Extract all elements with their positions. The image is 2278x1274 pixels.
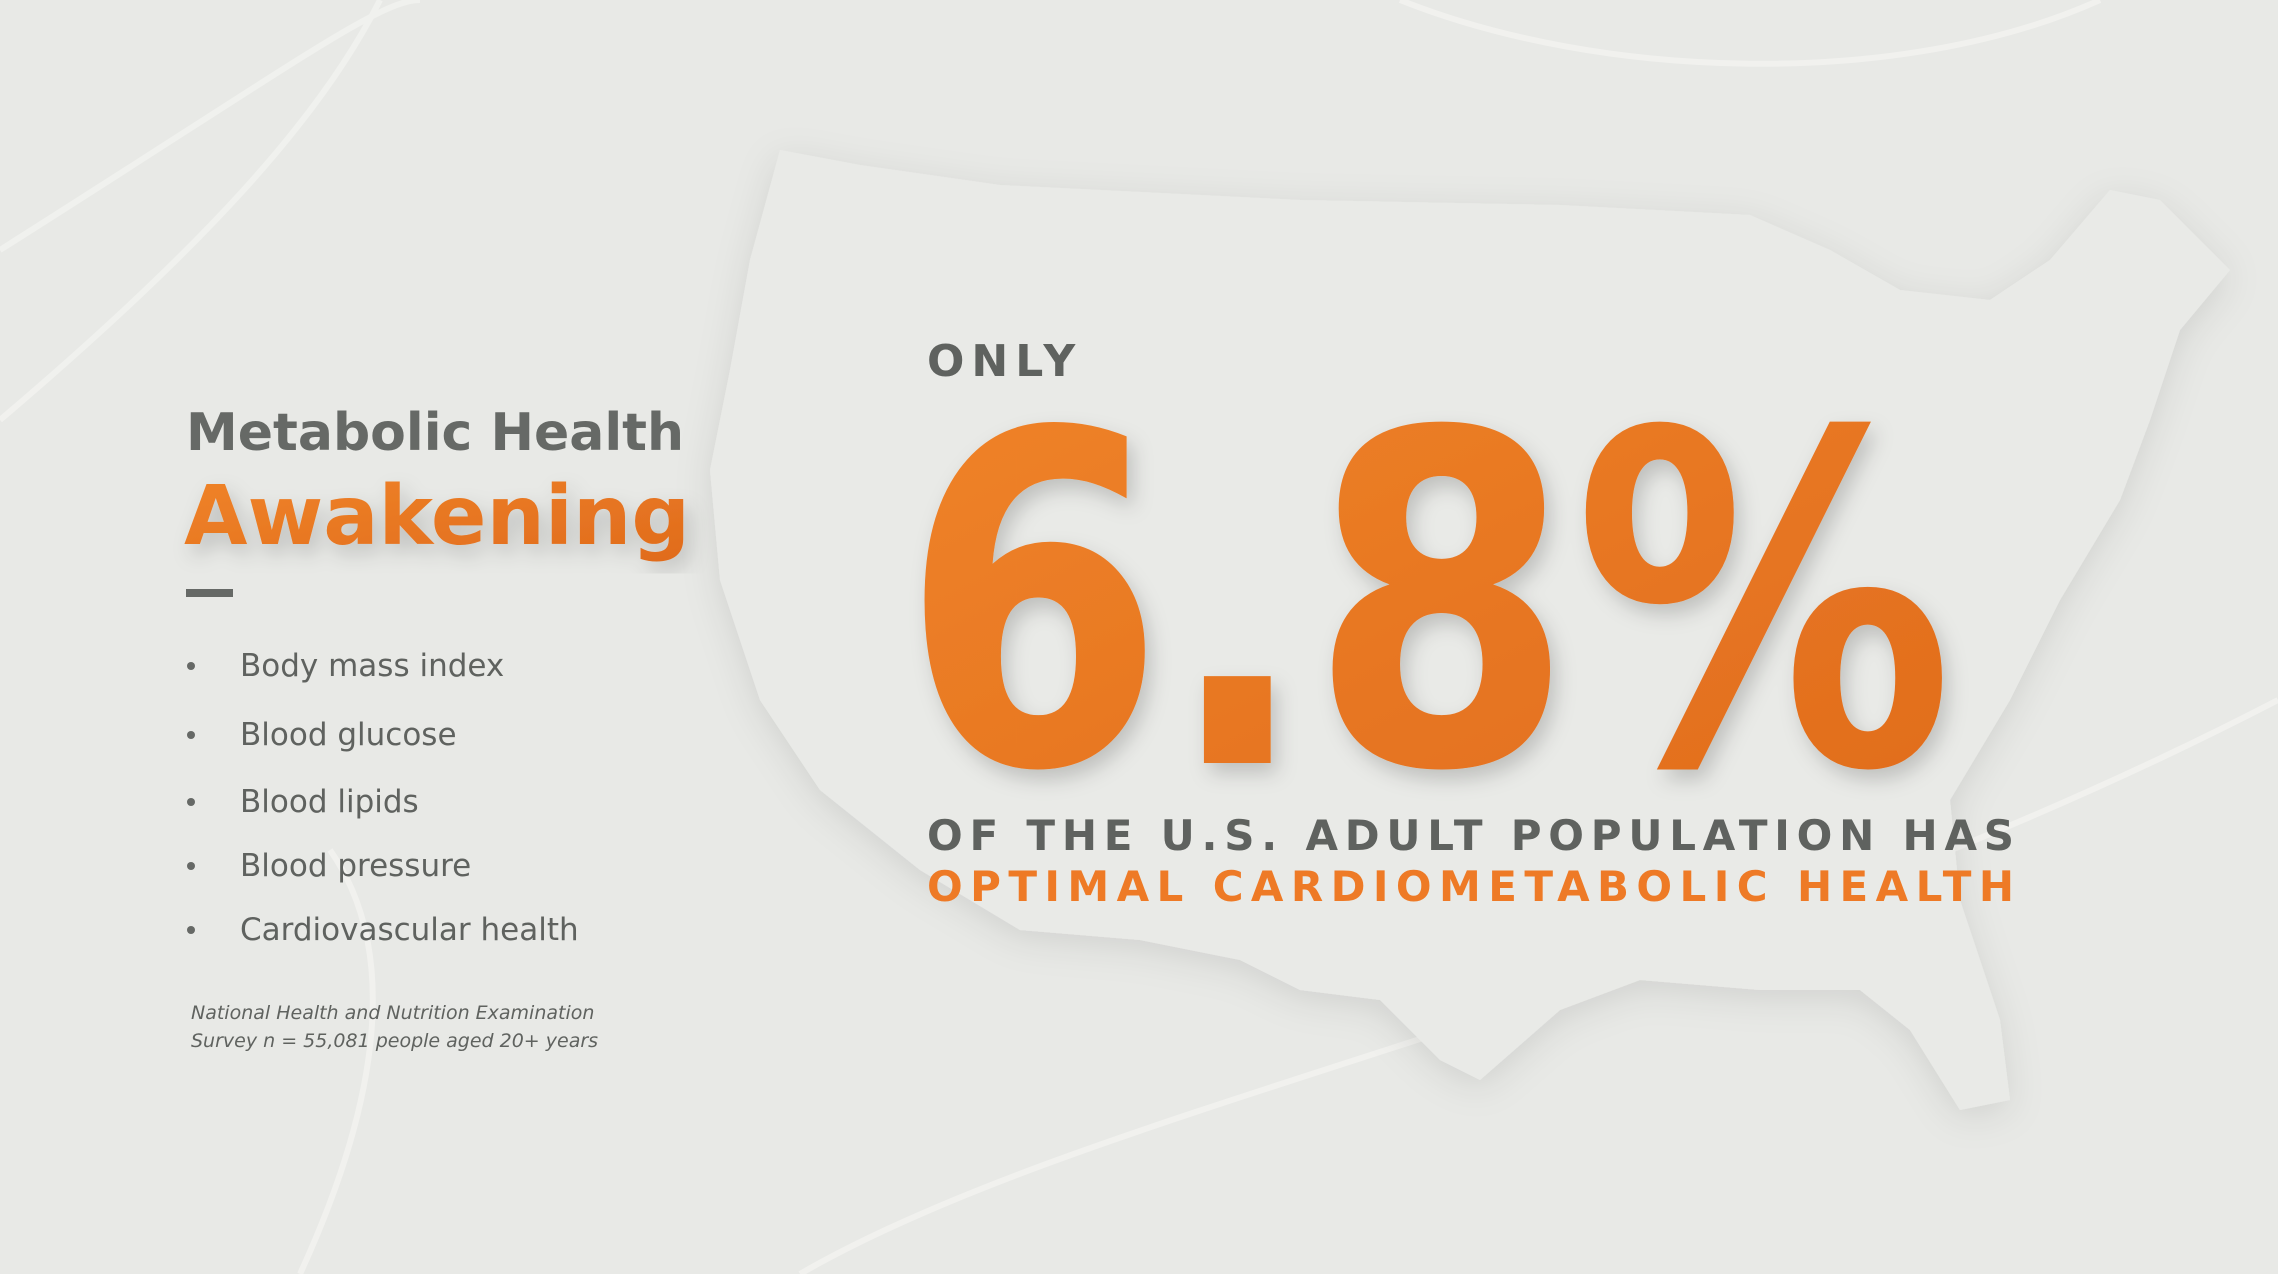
- source-line: Survey n = 55,081 people aged 20+ years: [191, 1030, 598, 1052]
- stat-line: OPTIMAL CARDIOMETABOLIC HEALTH: [927, 862, 2014, 911]
- subheading: Awakening: [184, 469, 690, 564]
- stat-line: OF THE U.S. ADULT POPULATION HAS: [927, 811, 2014, 860]
- bullet-list: Body mass index Blood glucose Blood lipids…: [187, 648, 579, 948]
- bullet-item: Body mass index: [240, 648, 504, 684]
- bullet-item: Blood glucose: [240, 717, 457, 753]
- source-note: National Health and Nutrition Examinatio…: [191, 1002, 598, 1052]
- bullet-dot: [187, 662, 195, 670]
- divider: [186, 589, 233, 597]
- stat-figure: 6.8%: [901, 337, 1954, 872]
- bullet-dot: [187, 731, 195, 739]
- bullet-dot: [187, 862, 195, 870]
- stat-prefix: ONLY: [927, 336, 1082, 387]
- source-line: National Health and Nutrition Examinatio…: [191, 1002, 594, 1024]
- bullet-item: Blood lipids: [240, 784, 419, 820]
- heading: Metabolic Health: [186, 403, 684, 463]
- bullet-dot: [187, 926, 195, 934]
- us-map: [710, 150, 2230, 1110]
- bullet-item: Cardiovascular health: [240, 912, 579, 948]
- bullet-item: Blood pressure: [240, 848, 471, 884]
- bullet-dot: [187, 798, 195, 806]
